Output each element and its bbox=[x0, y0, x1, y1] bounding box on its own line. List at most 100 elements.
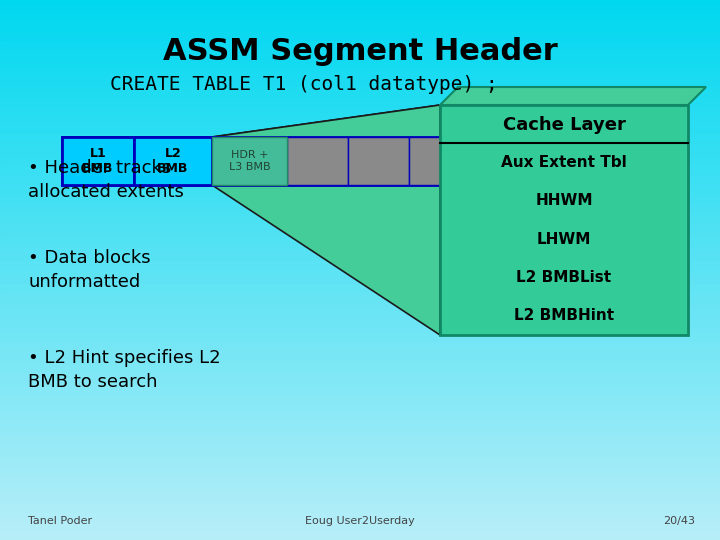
Bar bbox=[0, 216, 720, 220]
Bar bbox=[0, 409, 720, 414]
Text: LHWM: LHWM bbox=[537, 232, 591, 246]
Bar bbox=[0, 27, 720, 31]
Bar bbox=[0, 90, 720, 94]
Bar bbox=[0, 166, 720, 171]
Bar bbox=[0, 414, 720, 418]
Bar bbox=[0, 441, 720, 445]
Bar bbox=[0, 4, 720, 9]
Bar bbox=[0, 347, 720, 351]
Bar bbox=[0, 81, 720, 85]
Bar bbox=[0, 513, 720, 517]
Bar bbox=[0, 463, 720, 468]
Bar bbox=[0, 189, 720, 193]
Bar bbox=[0, 446, 720, 450]
Bar bbox=[0, 58, 720, 63]
Bar bbox=[0, 171, 720, 176]
Bar bbox=[0, 256, 720, 261]
Bar bbox=[0, 432, 720, 436]
Bar bbox=[134, 137, 212, 185]
Bar bbox=[0, 450, 720, 455]
Bar bbox=[0, 131, 720, 135]
Bar bbox=[0, 378, 720, 382]
Bar bbox=[0, 423, 720, 428]
Text: L2 BMBList: L2 BMBList bbox=[516, 270, 611, 285]
Text: L1
BMB: L1 BMB bbox=[82, 147, 114, 175]
Bar bbox=[0, 176, 720, 180]
Bar bbox=[0, 234, 720, 239]
Bar bbox=[0, 0, 720, 4]
Bar bbox=[0, 45, 720, 50]
Bar bbox=[0, 202, 720, 207]
Bar bbox=[469, 137, 531, 185]
Bar bbox=[0, 338, 720, 342]
Bar bbox=[409, 137, 469, 185]
Polygon shape bbox=[212, 105, 440, 335]
Text: L2
BMB: L2 BMB bbox=[157, 147, 189, 175]
Text: • L2 Hint specifies L2
BMB to search: • L2 Hint specifies L2 BMB to search bbox=[28, 349, 220, 391]
Bar bbox=[0, 382, 720, 387]
Polygon shape bbox=[440, 87, 706, 105]
Bar bbox=[0, 360, 720, 364]
Bar bbox=[0, 220, 720, 225]
Bar bbox=[0, 342, 720, 347]
Bar bbox=[0, 40, 720, 45]
Text: HHWM: HHWM bbox=[535, 193, 593, 208]
Bar bbox=[0, 77, 720, 81]
Text: CREATE TABLE T1 (col1 datatype) ;: CREATE TABLE T1 (col1 datatype) ; bbox=[110, 76, 498, 94]
Bar bbox=[0, 63, 720, 68]
Bar bbox=[0, 9, 720, 14]
Bar bbox=[0, 328, 720, 333]
Bar bbox=[0, 94, 720, 99]
Bar bbox=[0, 193, 720, 198]
Bar bbox=[0, 162, 720, 166]
Bar bbox=[0, 274, 720, 279]
Bar bbox=[0, 522, 720, 526]
Bar bbox=[0, 536, 720, 540]
Bar bbox=[0, 54, 720, 58]
Bar bbox=[0, 239, 720, 243]
Bar bbox=[0, 455, 720, 459]
Bar bbox=[0, 405, 720, 409]
Text: Cache Layer: Cache Layer bbox=[503, 116, 626, 134]
Bar bbox=[287, 137, 348, 185]
Bar bbox=[0, 85, 720, 90]
Bar bbox=[0, 364, 720, 369]
Text: ASSM Segment Header: ASSM Segment Header bbox=[163, 37, 557, 66]
Bar bbox=[0, 158, 720, 162]
Bar bbox=[0, 428, 720, 432]
Bar bbox=[0, 135, 720, 139]
Bar bbox=[531, 137, 591, 185]
Bar bbox=[0, 418, 720, 423]
Bar bbox=[0, 320, 720, 324]
Bar bbox=[0, 495, 720, 500]
Bar bbox=[0, 526, 720, 531]
Bar bbox=[0, 50, 720, 54]
Bar bbox=[0, 333, 720, 338]
Bar bbox=[0, 468, 720, 472]
Bar bbox=[0, 243, 720, 247]
Bar bbox=[0, 148, 720, 153]
Text: HDR +
L3 BMB: HDR + L3 BMB bbox=[229, 150, 270, 172]
Bar bbox=[0, 486, 720, 490]
Bar bbox=[0, 153, 720, 158]
Bar bbox=[0, 387, 720, 392]
Bar bbox=[0, 23, 720, 27]
Bar bbox=[0, 315, 720, 320]
Text: Tanel Poder: Tanel Poder bbox=[28, 516, 92, 526]
Bar bbox=[0, 270, 720, 274]
Bar bbox=[62, 137, 652, 185]
Bar bbox=[0, 207, 720, 212]
Bar bbox=[0, 266, 720, 270]
Bar bbox=[0, 108, 720, 112]
Bar bbox=[0, 392, 720, 396]
Bar bbox=[0, 324, 720, 328]
Bar bbox=[0, 225, 720, 229]
Bar bbox=[0, 472, 720, 477]
Bar bbox=[0, 500, 720, 504]
Bar bbox=[0, 310, 720, 315]
Bar bbox=[0, 68, 720, 72]
Bar bbox=[0, 436, 720, 441]
Bar bbox=[0, 459, 720, 463]
Text: L2 BMBHint: L2 BMBHint bbox=[514, 308, 614, 323]
Bar bbox=[0, 284, 720, 288]
